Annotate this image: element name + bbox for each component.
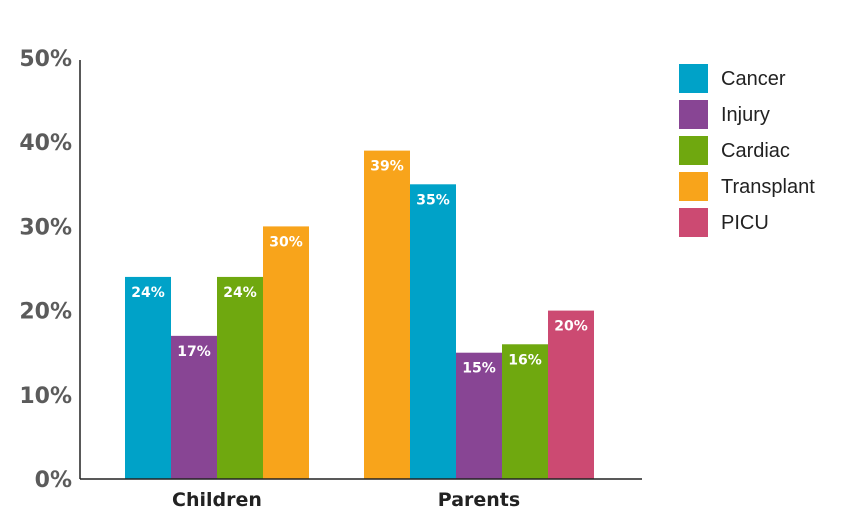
data-label: 15% (462, 361, 496, 377)
legend-swatch-cardiac (679, 136, 708, 165)
legend-swatch-transplant (679, 172, 708, 201)
bar-children-transplant (263, 226, 309, 479)
legend-label: Cardiac (721, 140, 790, 162)
bar-parents-injury (456, 352, 502, 479)
legend-label: Injury (721, 104, 770, 126)
data-label: 39% (370, 159, 404, 175)
bar-parents-transplant (364, 150, 410, 479)
data-label: 20% (554, 319, 588, 335)
legend-label: PICU (721, 212, 769, 234)
data-label: 24% (131, 285, 165, 301)
legend-swatch-injury (679, 100, 708, 129)
y-tick-label: 10% (19, 384, 72, 409)
y-tick-label: 20% (19, 300, 72, 325)
x-axis-categories: Children Parents (172, 489, 520, 511)
y-tick-label: 0% (35, 468, 72, 493)
data-label: 24% (223, 285, 257, 301)
bar-parents-cardiac (502, 344, 548, 479)
y-tick-label: 30% (19, 215, 72, 240)
y-tick-label: 50% (19, 47, 72, 72)
bars (125, 150, 594, 480)
data-label: 16% (508, 352, 542, 368)
bar-children-injury (171, 335, 217, 479)
bar-parents-picu (548, 310, 594, 479)
category-label: Parents (438, 489, 520, 511)
bar-children-cardiac (217, 276, 263, 479)
legend-label: Transplant (721, 176, 815, 198)
legend-label: Cancer (721, 68, 786, 90)
legend-swatch-cancer (679, 64, 708, 93)
data-labels: 24% 17% 24% 30% 39% 35% 15% 16% 20% (131, 159, 588, 377)
y-tick-label: 40% (19, 131, 72, 156)
data-label: 35% (416, 192, 450, 208)
bar-parents-cancer (410, 184, 456, 480)
data-label: 30% (269, 234, 303, 250)
legend-swatch-picu (679, 208, 708, 237)
data-label: 17% (177, 344, 211, 360)
category-label: Children (172, 489, 262, 511)
bar-children-cancer (125, 276, 171, 479)
legend: Cancer Injury Cardiac Transplant PICU (679, 64, 815, 237)
y-axis-ticks: 0% 10% 20% 30% 40% 50% (19, 47, 72, 493)
